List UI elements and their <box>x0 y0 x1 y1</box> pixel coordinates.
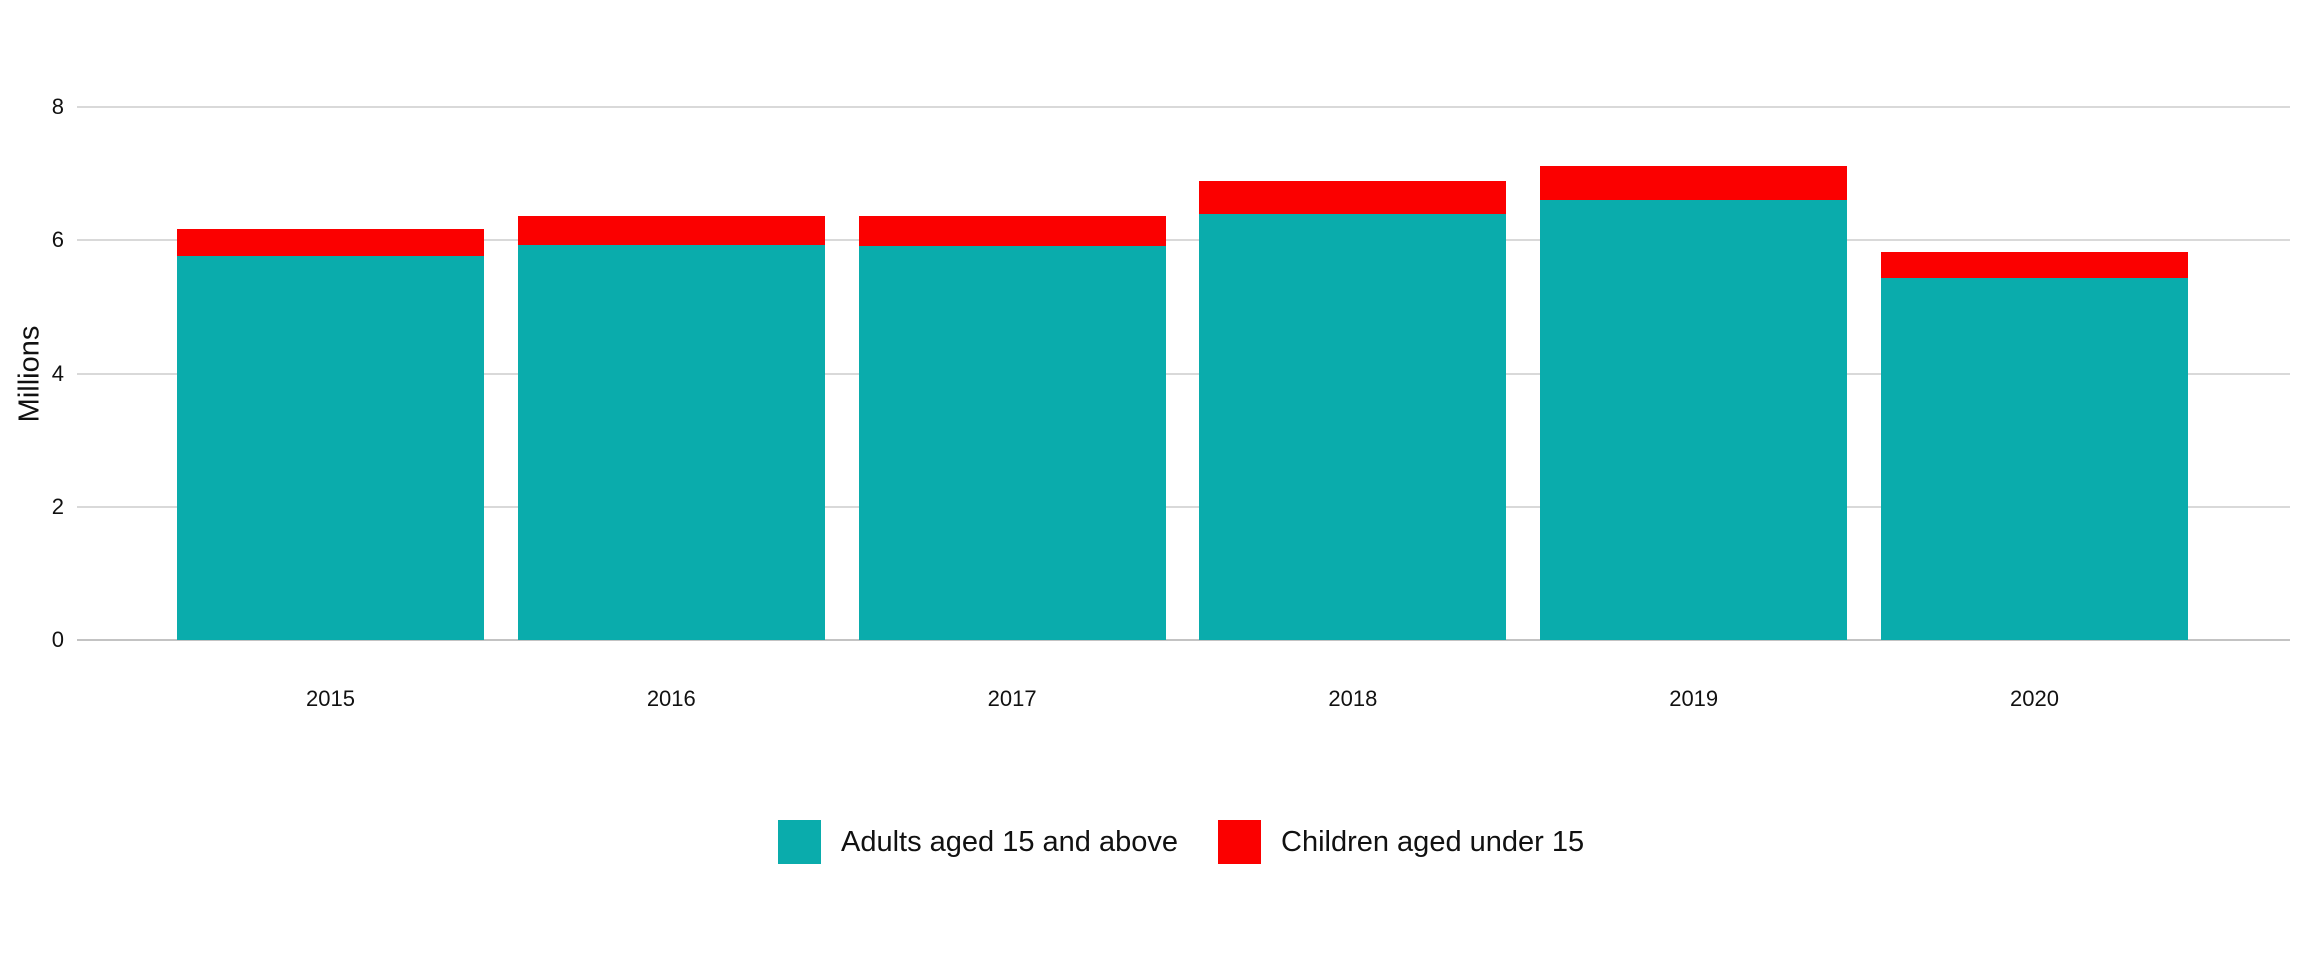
y-tick-label-4: 4 <box>51 360 64 386</box>
bar-2018-children[interactable] <box>1199 180 1507 214</box>
bar-2018-adults[interactable] <box>1199 213 1507 640</box>
x-tick-label-2019: 2019 <box>1669 686 1719 711</box>
x-tick-label-2018: 2018 <box>1328 686 1378 711</box>
bar-2017-children[interactable] <box>858 216 1166 247</box>
legend: Adults aged 15 and above Children aged u… <box>778 820 1584 864</box>
plot-area: 0 2 4 6 8 2015 2016 2017 2018 2019 2020 <box>52 95 2290 711</box>
y-tick-label-8: 8 <box>51 94 64 119</box>
bar-2016-adults[interactable] <box>517 244 825 640</box>
bar-2017-adults[interactable] <box>858 246 1166 640</box>
bar-2020-adults[interactable] <box>1881 277 2188 640</box>
gridline <box>77 106 2290 108</box>
legend-item-adults[interactable]: Adults aged 15 and above <box>778 820 1178 864</box>
x-tick-label-2016: 2016 <box>646 686 696 711</box>
gridline <box>77 372 2290 375</box>
legend-swatch-children-icon <box>1218 820 1261 864</box>
gridline <box>77 505 2290 508</box>
x-tick-label-2015: 2015 <box>306 686 355 711</box>
y-axis-title: Millions <box>13 325 46 423</box>
bar-2015-children[interactable] <box>177 228 484 256</box>
bar-2015-adults[interactable] <box>177 255 484 640</box>
y-tick-label-6: 6 <box>51 227 64 253</box>
legend-swatch-adults-icon <box>778 820 821 864</box>
legend-label-adults: Adults aged 15 and above <box>841 826 1178 858</box>
x-axis-line <box>77 639 2290 641</box>
legend-item-children[interactable]: Children aged under 15 <box>1218 820 1584 864</box>
x-tick-label-2020: 2020 <box>2010 686 2059 711</box>
y-tick-label-2: 2 <box>51 493 64 519</box>
bar-2016-children[interactable] <box>517 216 825 245</box>
y-tick-label-0: 0 <box>51 627 64 652</box>
bar-2020-children[interactable] <box>1881 251 2188 278</box>
legend-label-children: Children aged under 15 <box>1281 826 1585 858</box>
gridline <box>77 239 2290 242</box>
x-tick-label-2017: 2017 <box>987 686 1037 711</box>
bar-2019-children[interactable] <box>1540 165 1848 201</box>
bar-2019-adults[interactable] <box>1540 200 1848 640</box>
